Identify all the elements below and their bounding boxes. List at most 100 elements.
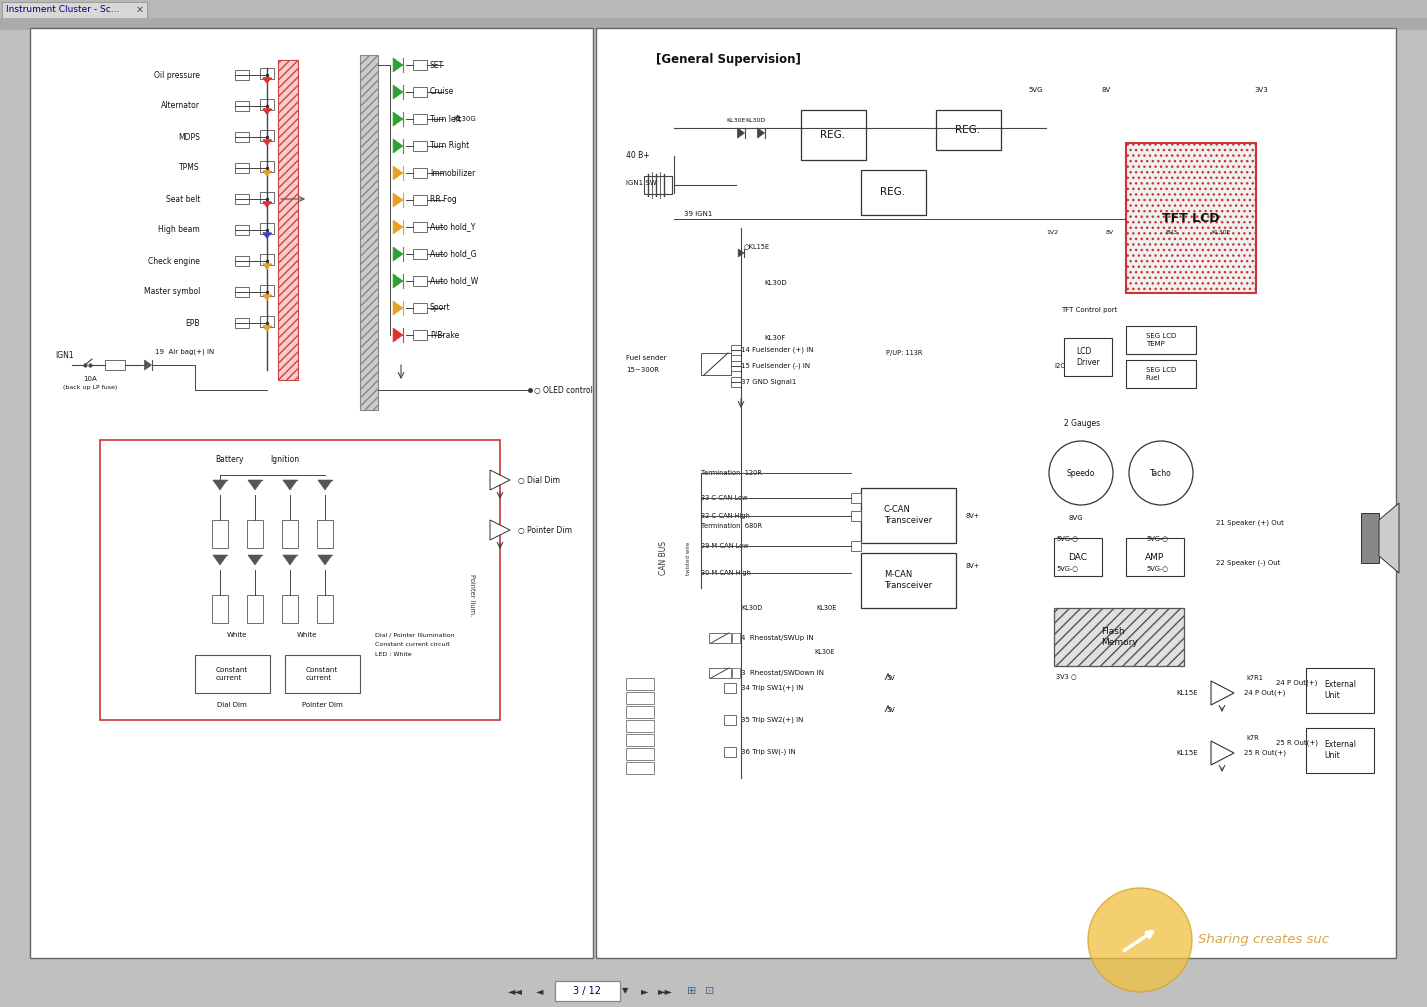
Bar [860, 488, 956, 543]
Bar [412, 276, 427, 286]
Bar [732, 633, 741, 643]
Circle shape [1049, 441, 1113, 505]
Text: AMP: AMP [1146, 553, 1164, 562]
Text: Master symbol: Master symbol [144, 288, 200, 296]
Text: C-CAN
Transceiver: C-CAN Transceiver [883, 506, 932, 525]
Text: CAN BUS: CAN BUS [659, 541, 668, 575]
Circle shape [1087, 888, 1192, 992]
Text: KL30D: KL30D [746, 119, 766, 124]
Text: 8V: 8V [1106, 231, 1114, 236]
Text: [General Supervision]: [General Supervision] [656, 53, 801, 66]
Text: KL30D: KL30D [763, 280, 786, 286]
Polygon shape [392, 58, 402, 71]
Text: IGN1: IGN1 [56, 350, 74, 359]
Text: 29 M-CAN Low: 29 M-CAN Low [701, 543, 749, 549]
Bar [285, 655, 360, 693]
Bar [260, 254, 274, 265]
Bar [30, 28, 594, 958]
Text: White: White [227, 632, 247, 638]
Text: TPMS: TPMS [180, 163, 200, 172]
Polygon shape [738, 249, 743, 257]
Text: 36 Trip SW(-) IN: 36 Trip SW(-) IN [741, 749, 796, 755]
Bar [626, 720, 654, 732]
Bar [100, 440, 499, 720]
Bar [850, 541, 860, 551]
Bar [860, 170, 926, 215]
Bar [412, 249, 427, 259]
Bar [1126, 359, 1196, 388]
Text: External
Unit: External Unit [1324, 681, 1356, 700]
Bar [213, 520, 228, 548]
Text: 3 / 12: 3 / 12 [574, 986, 601, 996]
Bar [260, 223, 274, 234]
Text: ○ OLED control: ○ OLED control [534, 386, 592, 395]
Bar [317, 595, 332, 623]
Text: k7R: k7R [1246, 735, 1259, 741]
Bar [412, 168, 427, 178]
Text: 22 Speaker (-) Out: 22 Speaker (-) Out [1216, 560, 1280, 566]
Text: EPB: EPB [186, 318, 200, 327]
Bar [709, 668, 731, 678]
Bar [235, 101, 248, 111]
Text: KL30D: KL30D [741, 605, 762, 611]
Bar [260, 285, 274, 295]
Text: Constant current circuit: Constant current circuit [375, 642, 450, 648]
Text: 37 GND Signal1: 37 GND Signal1 [741, 379, 796, 385]
Text: White: White [297, 632, 317, 638]
Bar [1055, 608, 1184, 666]
Bar [235, 256, 248, 266]
Bar [860, 553, 956, 608]
Text: 32 C-CAN High: 32 C-CAN High [701, 513, 749, 519]
Text: ►►: ►► [658, 986, 672, 996]
Text: ✕: ✕ [136, 5, 144, 15]
Text: 30 M-CAN High: 30 M-CAN High [701, 570, 751, 576]
Text: 8V+: 8V+ [966, 513, 980, 519]
Bar [260, 99, 274, 110]
Text: DAC: DAC [1069, 553, 1087, 562]
Text: k7R1: k7R1 [1246, 675, 1263, 681]
Bar [850, 511, 860, 521]
Bar [283, 595, 298, 623]
Text: ⊡: ⊡ [705, 986, 715, 996]
Bar [0, 0, 1427, 18]
Polygon shape [263, 295, 271, 300]
Polygon shape [263, 325, 271, 331]
Polygon shape [1378, 504, 1398, 573]
Polygon shape [318, 555, 332, 565]
Text: Pointer Dim: Pointer Dim [301, 702, 342, 708]
Bar [626, 678, 654, 690]
Bar [1055, 538, 1102, 576]
Text: Turn Right: Turn Right [430, 142, 469, 150]
Text: 8VG: 8VG [1069, 515, 1083, 521]
Text: 25 R Out(+): 25 R Out(+) [1244, 750, 1286, 756]
Polygon shape [489, 520, 509, 540]
Bar [235, 194, 248, 204]
Text: RR Fog: RR Fog [430, 195, 457, 204]
Bar [723, 683, 736, 693]
Bar [626, 734, 654, 746]
Text: 15 Fuelsender (-) IN: 15 Fuelsender (-) IN [741, 363, 811, 370]
Text: ⊞: ⊞ [688, 986, 696, 996]
Text: 5VG-○: 5VG-○ [1056, 535, 1077, 541]
Circle shape [1129, 441, 1193, 505]
Bar [0, 18, 1427, 30]
Bar [412, 303, 427, 313]
Text: Tacho: Tacho [1150, 468, 1172, 477]
Text: 1V2: 1V2 [1046, 231, 1059, 236]
Bar [1306, 728, 1374, 773]
Polygon shape [213, 555, 227, 565]
Polygon shape [1212, 741, 1234, 765]
Polygon shape [392, 139, 402, 153]
Text: Sport: Sport [430, 303, 451, 312]
Bar [235, 70, 248, 80]
Polygon shape [283, 480, 297, 489]
Bar [1126, 538, 1184, 576]
Bar [235, 225, 248, 235]
Text: 5VG-○: 5VG-○ [1146, 565, 1169, 571]
Text: IGN1 SW: IGN1 SW [626, 180, 656, 186]
Text: Termination: 680R: Termination: 680R [701, 523, 762, 529]
Text: 15~300R: 15~300R [626, 367, 659, 373]
Bar [731, 377, 741, 387]
Text: Immobilizer: Immobilizer [430, 168, 475, 177]
Polygon shape [263, 201, 271, 207]
